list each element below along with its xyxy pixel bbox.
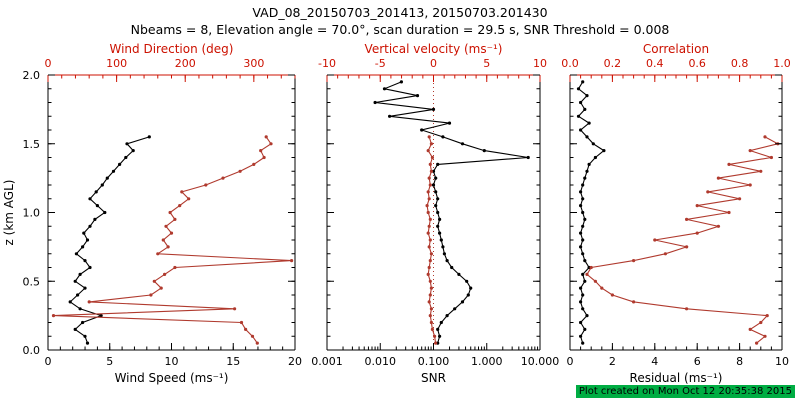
chart-title: VAD_08_20150703_201413, 20150703.201430 (252, 5, 548, 20)
tick-label: 0.8 (731, 57, 749, 70)
tick-label: 1.000 (471, 355, 503, 368)
tick-label: 1.0 (773, 57, 791, 70)
markers-residual (576, 80, 606, 345)
tick-label: 10 (775, 355, 789, 368)
series-snr (375, 81, 529, 344)
tick-label: 0 (45, 355, 52, 368)
top-axis-title: Vertical velocity (ms⁻¹) (365, 42, 503, 56)
residual-panel: 0 2 4 6 8 10 0.0 0.2 0.4 0.6 0.8 1.0 Residual (ms⁻¹)… (561, 42, 791, 385)
markers-vertical-velocity (425, 135, 438, 345)
tick-label: 0.100 (418, 355, 450, 368)
tick-label: 0.2 (604, 57, 622, 70)
tick-label: 6 (694, 355, 701, 368)
snr-panel: 0.001 0.010 0.100 1.000 10.000 -10 -5 0 5 10 SNR Ve… (311, 42, 559, 385)
markers-wind-direction (51, 135, 294, 345)
chart-subtitle: Nbeams = 8, Elevation angle = 70.0°, sca… (130, 22, 670, 37)
tick-label: 10.000 (521, 355, 560, 368)
tick-label: 0.010 (365, 355, 397, 368)
bottom-axis-title: Wind Speed (ms⁻¹) (115, 371, 229, 385)
tick-label: 200 (175, 57, 196, 70)
markers-snr (373, 80, 530, 345)
tick-label: 0.001 (311, 355, 343, 368)
tick-label: 0 (45, 57, 52, 70)
top-axis-title: Correlation (643, 42, 709, 56)
y-tick-label: 0.0 (23, 344, 41, 357)
markers-wind-speed (68, 135, 151, 345)
markers-correlation (585, 135, 780, 345)
tick-label: 0.4 (646, 57, 664, 70)
tick-label: 5 (483, 57, 490, 70)
top-axis-title: Wind Direction (deg) (110, 42, 234, 56)
tick-label: 4 (651, 355, 658, 368)
tick-label: 100 (106, 57, 127, 70)
tick-label: 8 (736, 355, 743, 368)
tick-label: 5 (106, 355, 113, 368)
y-axis-title: z (km AGL) (2, 180, 16, 246)
y-tick-label: 2.0 (23, 69, 41, 82)
tick-label: 20 (288, 355, 302, 368)
tick-label: 2 (609, 355, 616, 368)
tick-label: -10 (318, 57, 336, 70)
tick-label: 300 (243, 57, 264, 70)
tick-label: 10 (533, 57, 547, 70)
tick-label: -5 (375, 57, 386, 70)
creation-timestamp-badge: Plot created on Mon Oct 12 20:35:38 2015 (575, 385, 795, 398)
tick-label: 0.0 (561, 57, 579, 70)
tick-label: 0 (430, 57, 437, 70)
y-tick-label: 0.5 (23, 275, 41, 288)
series-correlation (586, 136, 780, 344)
tick-label: 10 (165, 355, 179, 368)
tick-label: 0 (567, 355, 574, 368)
bottom-axis-title: SNR (421, 371, 446, 385)
tick-label: 15 (226, 355, 240, 368)
bottom-axis-title: Residual (ms⁻¹) (630, 371, 723, 385)
y-tick-label: 1.0 (23, 207, 41, 220)
tick-label: 0.6 (688, 57, 706, 70)
y-tick-label: 1.5 (23, 138, 41, 151)
